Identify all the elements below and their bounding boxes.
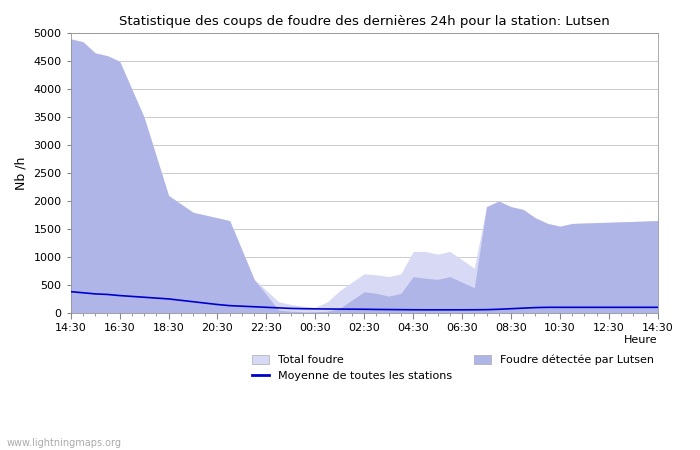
Text: Heure: Heure [624, 335, 658, 345]
Legend: Total foudre, Moyenne de toutes les stations, Foudre détectée par Lutsen: Total foudre, Moyenne de toutes les stat… [253, 355, 654, 381]
Text: www.lightningmaps.org: www.lightningmaps.org [7, 438, 122, 448]
Title: Statistique des coups de foudre des dernières 24h pour la station: Lutsen: Statistique des coups de foudre des dern… [119, 15, 610, 28]
Y-axis label: Nb /h: Nb /h [15, 157, 28, 190]
